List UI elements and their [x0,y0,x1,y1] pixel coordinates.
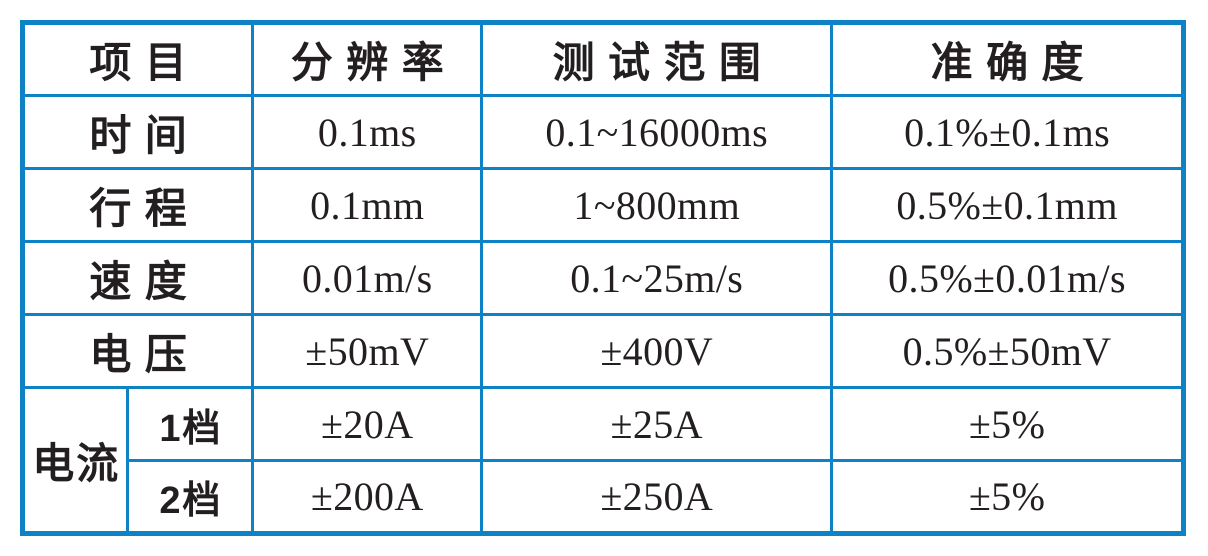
cell-resolution: 0.01m/s [251,240,484,316]
cell-accuracy: ±5% [830,386,1185,462]
cell-accuracy: 0.5%±50mV [830,313,1185,389]
header-row: 项目 分辨率 测试范围 准确度 [20,21,1185,97]
row-label: 速度 [20,240,255,316]
header-item: 项目 [20,21,255,97]
table-row-current-2: 2档 ±200A ±250A ±5% [23,459,1185,535]
table-row-stroke: 行程 0.1mm 1~800mm 0.5%±0.1mm [20,167,1185,243]
spec-table: 项目 分辨率 测试范围 准确度 时间 0.1ms 0.1~16000ms 0.1… [20,20,1186,536]
cell-range: 0.1~25m/s [480,240,834,316]
cell-resolution: ±20A [251,386,484,462]
cell-resolution: ±50mV [251,313,484,389]
header-range: 测试范围 [480,21,834,97]
cell-accuracy: 0.5%±0.01m/s [830,240,1185,316]
table-row-voltage: 电压 ±50mV ±400V 0.5%±50mV [20,313,1185,389]
cell-resolution: 0.1ms [251,94,484,170]
cell-range: 0.1~16000ms [480,94,834,170]
cell-resolution: 0.1mm [251,167,484,243]
header-accuracy: 准确度 [830,21,1185,97]
row-sublabel: 1档 [125,386,255,462]
table-row-current-1: 电流 1档 ±20A ±25A ±5% [21,386,1185,535]
header-resolution: 分辨率 [251,21,484,97]
table-row-speed: 速度 0.01m/s 0.1~25m/s 0.5%±0.01m/s [20,240,1185,316]
cell-range: ±400V [480,313,834,389]
row-label: 时间 [20,94,255,170]
cell-accuracy: 0.1%±0.1ms [830,94,1185,170]
row-label-current: 电流 [21,386,129,535]
cell-range: ±250A [480,459,834,535]
specification-table: 项目 分辨率 测试范围 准确度 时间 0.1ms 0.1~16000ms 0.1… [20,20,1186,536]
row-label: 电压 [20,313,255,389]
cell-range: ±25A [480,386,834,462]
row-label: 行程 [20,167,255,243]
table-row-time: 时间 0.1ms 0.1~16000ms 0.1%±0.1ms [20,94,1185,170]
row-sublabel: 2档 [125,459,255,535]
cell-accuracy: ±5% [830,459,1185,535]
cell-resolution: ±200A [251,459,484,535]
cell-range: 1~800mm [480,167,834,243]
cell-accuracy: 0.5%±0.1mm [830,167,1185,243]
